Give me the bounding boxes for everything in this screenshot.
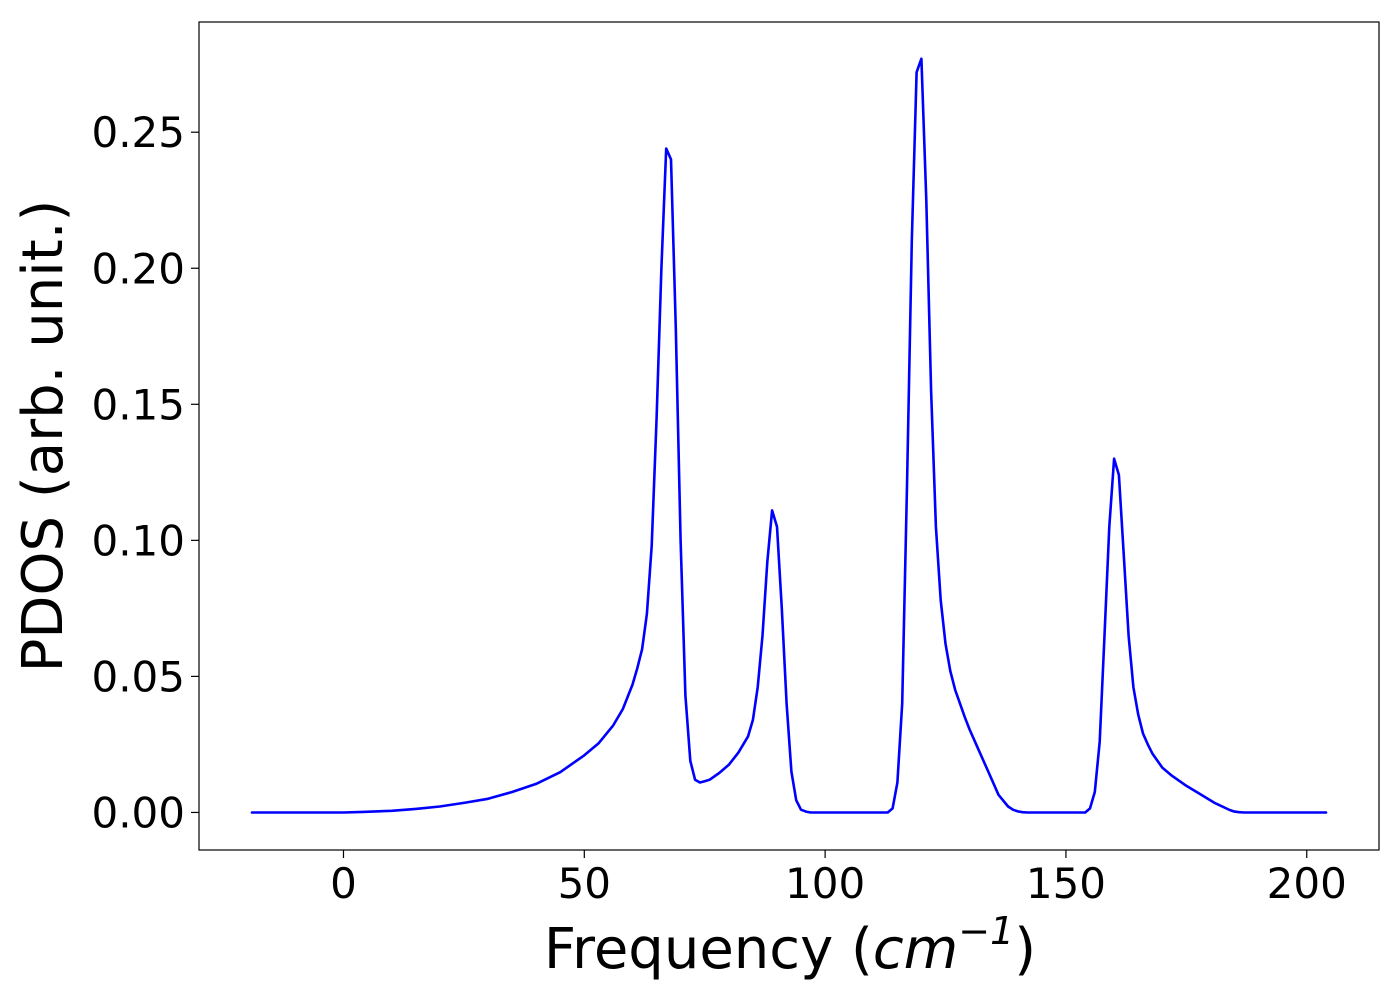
x-axis-close-paren: ) bbox=[1014, 917, 1036, 982]
x-tick-label: 0 bbox=[330, 859, 357, 908]
x-axis-label: Frequency bbox=[544, 917, 833, 982]
y-tick-label: 0.00 bbox=[91, 788, 185, 837]
x-axis-unit: cm bbox=[873, 917, 958, 982]
plot-area bbox=[199, 22, 1379, 850]
y-tick-label: 0.20 bbox=[91, 244, 185, 293]
x-tick-label: 50 bbox=[558, 859, 611, 908]
y-tick-label: 0.15 bbox=[91, 380, 185, 429]
x-tick-label: 100 bbox=[785, 859, 865, 908]
plot-frame bbox=[198, 21, 1380, 851]
y-axis-title: PDOS (arb. unit.) bbox=[11, 200, 76, 673]
series-layer bbox=[250, 57, 1328, 814]
pdos-series-line bbox=[250, 57, 1328, 814]
x-tick-label: 200 bbox=[1267, 859, 1347, 908]
axis-ticks: 0 50 100 150 200 0.00 0.05 0.10 0.15 0.20 0.25 bbox=[91, 108, 1346, 908]
y-tick-label: 0.10 bbox=[91, 516, 185, 565]
x-tick-label: 150 bbox=[1026, 859, 1106, 908]
x-axis-unit-exponent: −1 bbox=[958, 909, 1014, 953]
y-tick-label: 0.05 bbox=[91, 652, 185, 701]
x-axis-open-paren: ( bbox=[833, 917, 873, 982]
y-tick-label: 0.25 bbox=[91, 108, 185, 157]
x-axis-title: Frequency (cm−1) bbox=[544, 909, 1036, 982]
